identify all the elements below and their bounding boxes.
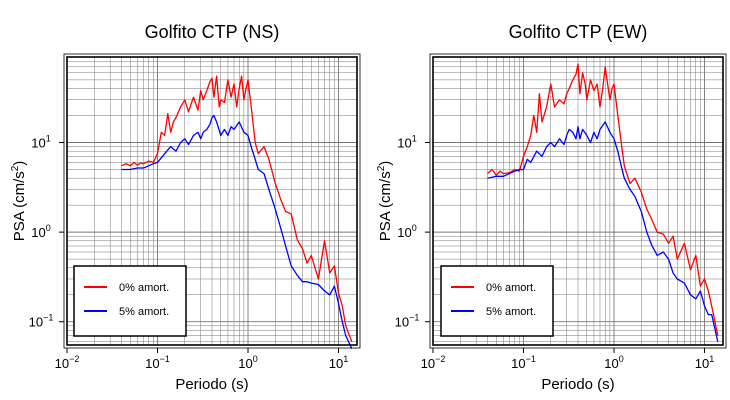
chart-title: Golfito CTP (EW) (509, 22, 648, 42)
y-tick-label: 100 (31, 223, 50, 240)
series-line-damping-5 (487, 121, 719, 342)
x-tick-label: 10−1 (511, 354, 536, 371)
legend: 0% amort. 5% amort. (440, 265, 554, 337)
x-axis-label: Periodo (s) (541, 376, 614, 393)
legend-box (440, 265, 554, 337)
grid (66, 56, 357, 345)
series-line-damping-0 (121, 75, 353, 342)
legend: 0% amort. 5% amort. (73, 265, 187, 337)
axis-ticks: 10−2 10−1 100 101 10−1 100 101 (29, 134, 349, 371)
plot-outer-frame (63, 53, 361, 349)
series-line-damping-5 (121, 114, 353, 349)
legend-box (73, 265, 187, 337)
legend-label: 0% amort. (486, 282, 536, 294)
legend-label: 0% amort. (119, 282, 169, 294)
axis-ticks: 10−2 10−1 100 101 10−1 100 101 (395, 134, 715, 371)
y-tick-label: 101 (397, 134, 416, 151)
plot-frame (432, 56, 724, 346)
y-tick-label: 10−1 (395, 313, 420, 330)
y-axis-label: PSA (cm/s2) (376, 161, 394, 242)
x-tick-label: 100 (238, 354, 257, 371)
x-tick-label: 101 (329, 354, 348, 371)
y-axis-label: PSA (cm/s2) (10, 161, 28, 242)
x-tick-label: 10−2 (421, 354, 446, 371)
y-tick-label: 101 (31, 134, 50, 151)
y-tick-label: 10−1 (29, 313, 54, 330)
chart-panel-1: 10−2 10−1 100 101 10−1 100 101 Golfito CTP (NS)… (10, 22, 361, 393)
x-tick-label: 10−1 (145, 354, 170, 371)
x-axis-label: Periodo (s) (175, 376, 248, 393)
plot-frame (66, 56, 358, 346)
plot-outer-frame (429, 53, 727, 349)
y-tick-label: 100 (397, 223, 416, 240)
x-tick-label: 101 (695, 354, 714, 371)
series-line-damping-0 (487, 63, 719, 336)
legend-label: 5% amort. (486, 306, 536, 318)
x-tick-label: 10−2 (55, 354, 80, 371)
chart-panel-2: 10−2 10−1 100 101 10−1 100 101 Golfito CTP (EW)… (376, 22, 727, 393)
chart-title: Golfito CTP (NS) (145, 22, 280, 42)
x-tick-label: 100 (604, 354, 623, 371)
legend-label: 5% amort. (119, 306, 169, 318)
